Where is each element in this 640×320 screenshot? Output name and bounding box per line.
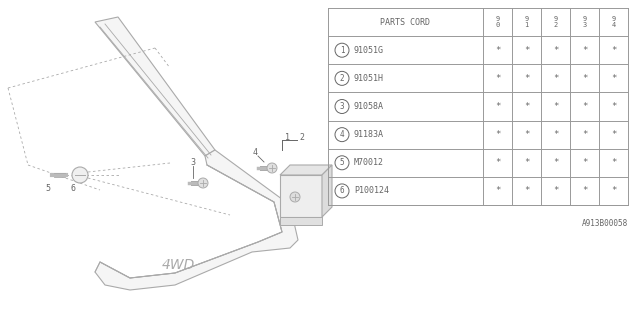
Text: *: * [553, 158, 558, 167]
Text: *: * [553, 46, 558, 55]
Text: 4WD: 4WD [161, 258, 195, 272]
Text: *: * [524, 130, 529, 139]
Text: 1: 1 [340, 46, 344, 55]
Text: 2: 2 [340, 74, 344, 83]
Text: *: * [524, 46, 529, 55]
Text: *: * [582, 46, 587, 55]
Text: 4: 4 [253, 148, 257, 156]
Text: *: * [553, 102, 558, 111]
Text: 9
4: 9 4 [611, 16, 616, 28]
Text: *: * [524, 158, 529, 167]
Polygon shape [95, 17, 215, 156]
Text: 4: 4 [340, 130, 344, 139]
Text: *: * [582, 187, 587, 196]
Polygon shape [280, 175, 322, 217]
Circle shape [290, 192, 300, 202]
Circle shape [72, 167, 88, 183]
Text: 91058A: 91058A [354, 102, 384, 111]
Text: *: * [611, 102, 616, 111]
Text: 9
3: 9 3 [582, 16, 587, 28]
Text: *: * [553, 130, 558, 139]
Text: *: * [524, 74, 529, 83]
Text: *: * [582, 158, 587, 167]
Text: *: * [611, 158, 616, 167]
Text: M70012: M70012 [354, 158, 384, 167]
Text: *: * [553, 74, 558, 83]
Text: *: * [582, 102, 587, 111]
Text: *: * [611, 130, 616, 139]
Text: 9
0: 9 0 [495, 16, 500, 28]
Text: 1: 1 [285, 132, 291, 141]
Text: *: * [524, 102, 529, 111]
Text: *: * [611, 187, 616, 196]
Text: 9
2: 9 2 [554, 16, 557, 28]
Text: 2: 2 [300, 132, 305, 141]
Text: 91183A: 91183A [354, 130, 384, 139]
Text: *: * [524, 187, 529, 196]
Text: 9
1: 9 1 [524, 16, 529, 28]
Circle shape [198, 178, 208, 188]
Text: *: * [495, 102, 500, 111]
Text: 91051G: 91051G [354, 46, 384, 55]
Polygon shape [280, 217, 322, 225]
Text: *: * [495, 130, 500, 139]
Text: *: * [582, 130, 587, 139]
Polygon shape [322, 165, 332, 217]
Text: *: * [611, 74, 616, 83]
Text: 5: 5 [45, 183, 51, 193]
Text: 3: 3 [340, 102, 344, 111]
Text: 5: 5 [340, 158, 344, 167]
Text: *: * [553, 187, 558, 196]
Text: *: * [582, 74, 587, 83]
Polygon shape [280, 165, 332, 175]
Text: *: * [495, 74, 500, 83]
Text: *: * [611, 46, 616, 55]
Text: PARTS CORD: PARTS CORD [381, 18, 431, 27]
Text: 6: 6 [340, 187, 344, 196]
Polygon shape [95, 150, 298, 290]
Text: 3: 3 [191, 157, 195, 166]
Text: *: * [495, 158, 500, 167]
Text: P100124: P100124 [354, 187, 389, 196]
Text: *: * [495, 187, 500, 196]
Circle shape [267, 163, 277, 173]
Text: 91051H: 91051H [354, 74, 384, 83]
Text: A913B00058: A913B00058 [582, 219, 628, 228]
Text: 6: 6 [70, 183, 76, 193]
Text: *: * [495, 46, 500, 55]
